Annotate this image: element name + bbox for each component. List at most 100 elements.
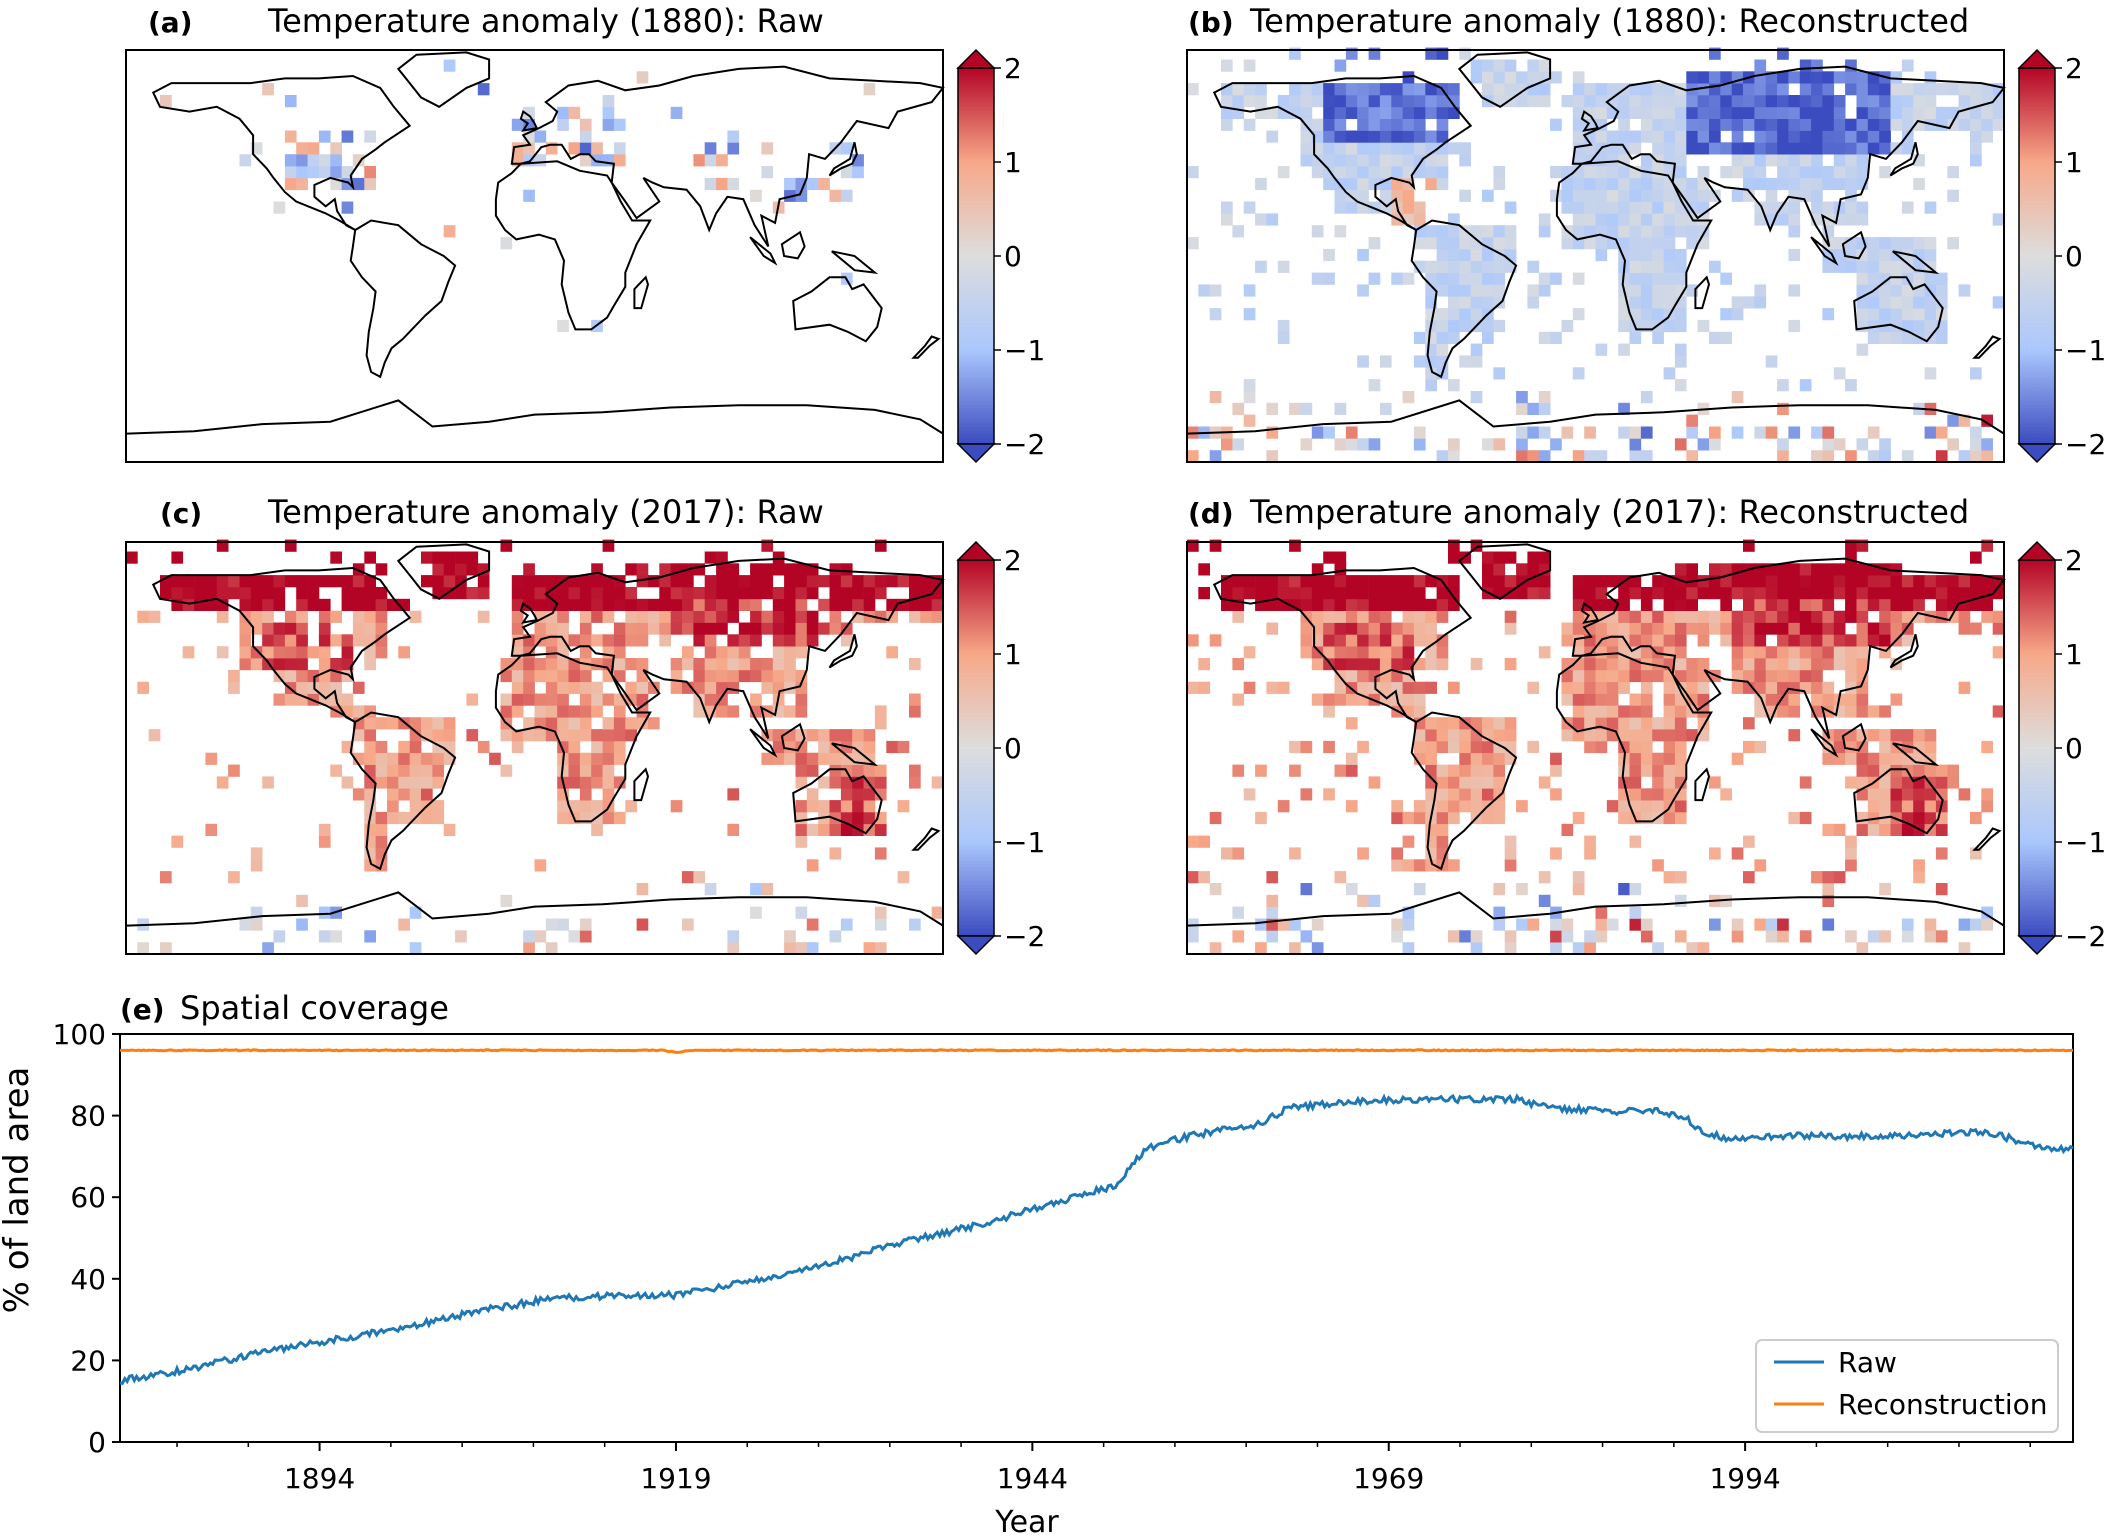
- grid-cell: [1255, 942, 1267, 955]
- grid-cell: [1413, 166, 1426, 179]
- grid-cell: [1640, 705, 1653, 718]
- grid-cell: [330, 177, 342, 191]
- grid-cell: [613, 776, 626, 789]
- grid-cell: [1345, 587, 1358, 600]
- grid-cell: [1674, 213, 1687, 226]
- grid-cell: [1198, 284, 1210, 297]
- grid-cell: [795, 942, 808, 955]
- grid-cell: [1822, 248, 1835, 262]
- grid-cell: [840, 752, 853, 765]
- grid-cell: [1413, 610, 1426, 623]
- grid-cell: [1947, 610, 1959, 623]
- grid-cell: [330, 658, 342, 671]
- grid-cell: [364, 646, 376, 659]
- grid-cell: [1970, 450, 1982, 463]
- coastline-antarctica: [1186, 399, 2005, 435]
- grid-cell: [1935, 764, 1948, 777]
- grid-cell: [1890, 776, 1903, 789]
- grid-cell: [1981, 788, 1993, 801]
- grid-cell: [341, 177, 354, 191]
- grid-cell: [1436, 610, 1449, 623]
- grid-cell: [1402, 669, 1415, 683]
- grid-cell: [1879, 260, 1891, 273]
- grid-cell: [1867, 71, 1880, 84]
- grid-cell: [1311, 646, 1324, 659]
- grid-cell: [1935, 284, 1948, 297]
- grid-cell: [1890, 693, 1903, 706]
- grid-cell: [1845, 237, 1857, 250]
- grid-cell: [1232, 847, 1245, 860]
- grid-cell: [1674, 871, 1687, 884]
- grid-cell: [557, 729, 569, 742]
- grid-cell: [1606, 918, 1619, 931]
- grid-cell: [1595, 189, 1608, 202]
- grid-cell: [795, 693, 808, 706]
- grid-cell: [1266, 930, 1279, 943]
- grid-cell: [330, 610, 342, 623]
- grid-cell: [1947, 776, 1959, 789]
- grid-cell: [1470, 942, 1483, 955]
- grid-cell: [1697, 118, 1710, 131]
- grid-cell: [1879, 438, 1891, 451]
- grid-cell: [1901, 59, 1914, 72]
- grid-cell: [284, 95, 297, 108]
- grid-cell: [1584, 83, 1596, 96]
- grid-cell: [1436, 319, 1449, 333]
- grid-cell: [1561, 693, 1574, 706]
- grid-cell: [284, 693, 297, 706]
- grid-cell: [1584, 847, 1596, 860]
- grid-cell: [568, 587, 581, 600]
- grid-cell: [750, 669, 762, 683]
- grid-cell: [534, 693, 547, 706]
- grid-cell: [1482, 752, 1494, 765]
- grid-cell: [1300, 106, 1313, 119]
- grid-cell: [1232, 764, 1245, 777]
- grid-cell: [1493, 166, 1506, 179]
- grid-cell: [1277, 575, 1290, 588]
- grid-cell: [1674, 646, 1687, 659]
- grid-cell: [1709, 575, 1721, 588]
- grid-cell: [1799, 634, 1812, 647]
- grid-cell: [409, 788, 422, 801]
- panel-label-b: (b): [1188, 6, 1234, 39]
- grid-cell: [1448, 331, 1460, 344]
- grid-cell: [284, 646, 297, 659]
- grid-cell: [1221, 201, 1233, 214]
- grid-cell: [1674, 811, 1687, 825]
- grid-cell: [364, 776, 376, 789]
- grid-cell: [772, 729, 785, 742]
- grid-cell: [1901, 823, 1914, 836]
- grid-cell: [1470, 658, 1483, 671]
- grid-cell: [806, 788, 819, 801]
- grid-cell: [1436, 331, 1449, 344]
- grid-cell: [568, 705, 581, 718]
- grid-cell: [182, 587, 195, 600]
- grid-cell: [1459, 296, 1471, 309]
- grid-cell: [1992, 213, 2005, 226]
- grid-cell: [545, 705, 558, 718]
- grid-cell: [670, 669, 683, 683]
- grid-cell: [1924, 800, 1937, 813]
- grid-cell: [1674, 225, 1687, 238]
- grid-cell: [1697, 669, 1710, 683]
- grid-cell: [1845, 551, 1857, 564]
- grid-cell: [511, 575, 524, 588]
- grid-cell: [1572, 693, 1585, 706]
- grid-cell: [1777, 154, 1789, 167]
- grid-cell: [1879, 296, 1891, 309]
- grid-cell: [1357, 693, 1369, 706]
- grid-cell: [1311, 622, 1324, 635]
- grid-cell: [1901, 930, 1914, 943]
- grid-cell: [761, 587, 774, 600]
- grid-cell: [1413, 201, 1426, 214]
- grid-cell: [364, 788, 376, 801]
- grid-cell: [1777, 438, 1789, 451]
- panel-label-c: (c): [160, 497, 202, 530]
- grid-cell: [1640, 764, 1653, 777]
- grid-cell: [579, 646, 592, 659]
- coastline-new-zealand: [1972, 335, 2002, 359]
- grid-cell: [1947, 414, 1959, 427]
- grid-cell: [1867, 308, 1880, 321]
- grid-cell: [1413, 213, 1426, 226]
- grid-cell: [557, 106, 569, 119]
